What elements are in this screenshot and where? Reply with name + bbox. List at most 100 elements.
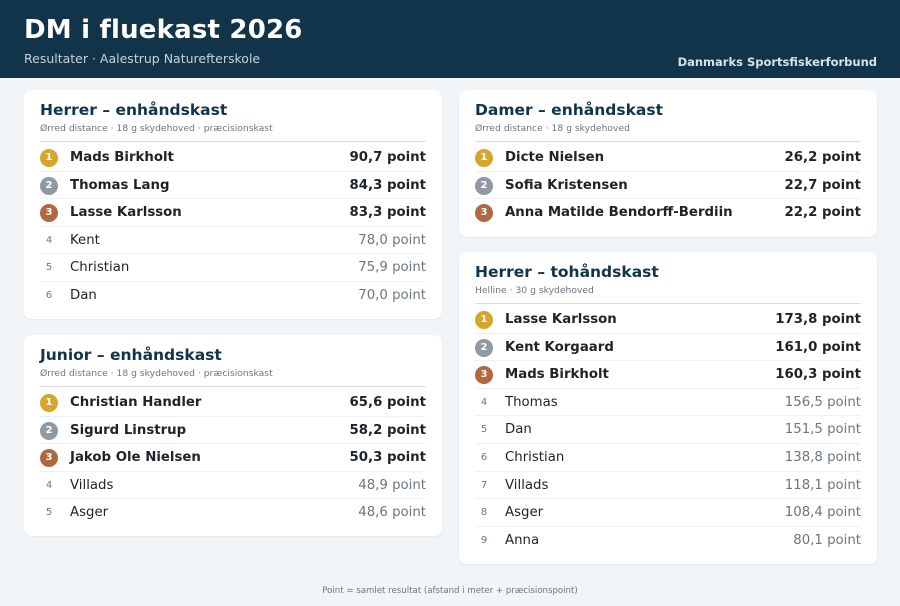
participant-name: Asger: [70, 505, 109, 521]
participant-name: Dan: [505, 422, 532, 438]
participant-name: Kent Korgaard: [505, 339, 614, 355]
participant-name: Sofia Kristensen: [505, 177, 628, 193]
rank-number: 7: [480, 479, 488, 491]
results-card-junior-enhandskast: Junior – enhåndskast Ørred distance · 18…: [24, 335, 442, 536]
participant-score: 156,5 point: [784, 394, 861, 410]
participant-score: 48,9 point: [358, 477, 426, 493]
bronze-medal-icon: 3: [475, 366, 493, 385]
participant-name: Lasse Karlsson: [70, 205, 182, 221]
result-row: 4 Villads 48,9 point: [40, 472, 426, 500]
result-row: 2 Sigurd Linstrup 58,2 point: [40, 417, 426, 445]
card-description: Ørred distance · 18 g skydehoved: [475, 123, 630, 134]
results-list: 1 Christian Handler 65,6 point 2 Sigurd Lins…: [40, 389, 426, 527]
silver-medal-icon: 2: [40, 176, 58, 195]
result-row: 4 Thomas 156,5 point: [475, 389, 861, 417]
results-list: 1 Lasse Karlsson 173,8 point 2 Kent Korgaard…: [475, 306, 861, 554]
result-row: 1 Christian Handler 65,6 point: [40, 389, 426, 417]
participant-score: 108,4 point: [784, 505, 861, 521]
rank-number: 4: [480, 396, 488, 408]
bronze-medal-icon: 3: [40, 449, 58, 468]
rank-number: 9: [480, 534, 488, 546]
card-title: Herrer – enhåndskast: [40, 101, 228, 119]
result-row: 2 Kent Korgaard 161,0 point: [475, 334, 861, 362]
result-row: 5 Dan 151,5 point: [475, 416, 861, 444]
participant-score: 75,9 point: [358, 260, 426, 276]
rank-number: 5: [480, 424, 488, 436]
gold-medal-icon: 1: [40, 394, 58, 412]
participant-score: 48,6 point: [358, 505, 426, 521]
divider: [475, 141, 861, 142]
participant-score: 160,3 point: [775, 367, 861, 383]
participant-name: Anna: [505, 532, 540, 548]
participant-score: 138,8 point: [784, 449, 861, 465]
result-row: 9 Anna 80,1 point: [475, 527, 861, 555]
participant-score: 161,0 point: [775, 339, 861, 355]
result-row: 6 Christian 138,8 point: [475, 444, 861, 472]
participant-name: Villads: [505, 477, 549, 493]
participant-score: 65,6 point: [349, 395, 426, 410]
card-title: Junior – enhåndskast: [40, 346, 222, 364]
card-description: Helline · 30 g skydehoved: [475, 285, 594, 296]
participant-name: Mads Birkholt: [505, 367, 609, 383]
result-row: 1 Dicte Nielsen 26,2 point: [475, 144, 861, 172]
participant-name: Dan: [70, 287, 97, 303]
organization-name: Danmarks Sportsfiskerforbund: [677, 55, 877, 69]
page-title: DM i fluekast 2026: [24, 15, 303, 45]
participant-name: Christian: [505, 449, 565, 465]
participant-score: 151,5 point: [784, 422, 861, 438]
page-subtitle: Resultater · Aalestrup Naturefterskole: [24, 51, 261, 66]
footer-note: Point = samlet resultat (afstand i meter…: [322, 586, 578, 596]
participant-name: Lasse Karlsson: [505, 312, 617, 327]
rank-number: 4: [45, 479, 53, 491]
rank-number: 6: [45, 289, 53, 301]
result-row: 2 Sofia Kristensen 22,7 point: [475, 172, 861, 200]
divider: [40, 141, 426, 142]
result-row: 5 Asger 48,6 point: [40, 499, 426, 527]
result-row: 6 Dan 70,0 point: [40, 282, 426, 310]
participant-name: Christian Handler: [70, 395, 202, 410]
result-row: 1 Lasse Karlsson 173,8 point: [475, 306, 861, 334]
participant-score: 26,2 point: [784, 150, 861, 165]
card-description: Ørred distance · 18 g skydehoved · præci…: [40, 123, 273, 134]
participant-score: 80,1 point: [793, 532, 861, 548]
participant-score: 78,0 point: [358, 232, 426, 248]
participant-name: Mads Birkholt: [70, 150, 174, 165]
rank-number: 5: [45, 507, 53, 519]
participant-name: Villads: [70, 477, 114, 493]
participant-score: 22,2 point: [784, 205, 861, 221]
divider: [40, 386, 426, 387]
participant-score: 22,7 point: [784, 177, 861, 193]
page-header: DM i fluekast 2026 Resultater · Aalestru…: [0, 0, 900, 78]
participant-name: Asger: [505, 505, 544, 521]
gold-medal-icon: 1: [475, 311, 493, 329]
gold-medal-icon: 1: [475, 149, 493, 167]
result-row: 8 Asger 108,4 point: [475, 499, 861, 527]
results-list: 1 Mads Birkholt 90,7 point 2 Thomas Lang 84,3…: [40, 144, 426, 310]
rank-number: 8: [480, 507, 488, 519]
result-row: 3 Anna Matilde Bendorff-Berdiin 22,2 point: [475, 199, 861, 227]
results-card-herrer-enhandskast: Herrer – enhåndskast Ørred distance · 18…: [24, 90, 442, 319]
participant-score: 58,2 point: [349, 422, 426, 438]
results-card-damer-enhandskast: Damer – enhåndskast Ørred distance · 18 …: [459, 90, 877, 237]
result-row: 1 Mads Birkholt 90,7 point: [40, 144, 426, 172]
results-card-herrer-tohandskast: Herrer – tohåndskast Helline · 30 g skyd…: [459, 252, 877, 564]
participant-name: Christian: [70, 260, 130, 276]
participant-score: 173,8 point: [775, 312, 861, 327]
result-row: 3 Jakob Ole Nielsen 50,3 point: [40, 444, 426, 472]
result-row: 3 Mads Birkholt 160,3 point: [475, 361, 861, 389]
card-title: Herrer – tohåndskast: [475, 263, 659, 281]
card-description: Ørred distance · 18 g skydehoved · præci…: [40, 368, 273, 379]
bronze-medal-icon: 3: [475, 204, 493, 223]
divider: [475, 303, 861, 304]
participant-score: 118,1 point: [784, 477, 861, 493]
result-row: 7 Villads 118,1 point: [475, 472, 861, 500]
participant-name: Thomas Lang: [70, 177, 170, 193]
rank-number: 6: [480, 451, 488, 463]
result-row: 3 Lasse Karlsson 83,3 point: [40, 199, 426, 227]
participant-name: Dicte Nielsen: [505, 150, 605, 165]
bronze-medal-icon: 3: [40, 204, 58, 223]
rank-number: 4: [45, 234, 53, 246]
participant-name: Anna Matilde Bendorff-Berdiin: [505, 205, 733, 221]
participant-score: 83,3 point: [349, 205, 426, 221]
participant-score: 70,0 point: [358, 287, 426, 303]
